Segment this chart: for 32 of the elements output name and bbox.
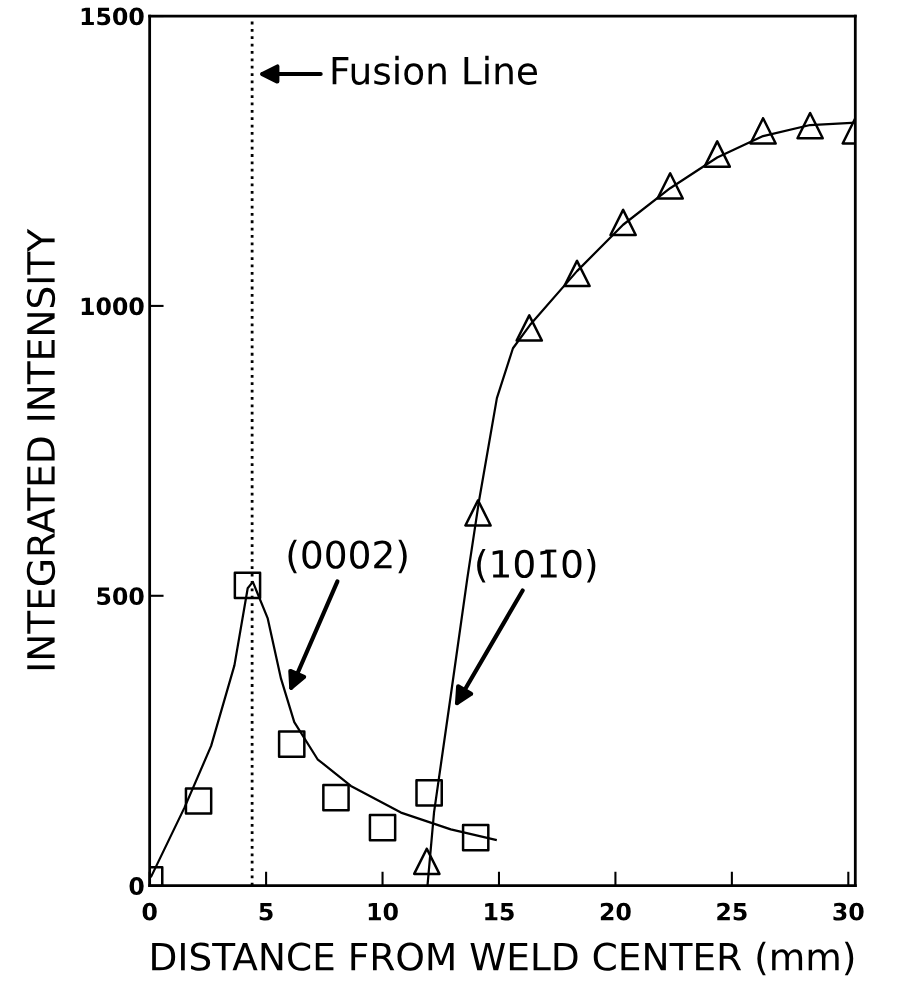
x-tick-label: 10 xyxy=(368,902,398,921)
point xyxy=(233,571,262,600)
y-axis-title: INTEGRATED INTENSITY xyxy=(26,228,56,670)
point xyxy=(609,208,637,237)
point xyxy=(184,787,213,815)
annotation: (0002) xyxy=(288,539,407,574)
point xyxy=(464,499,492,527)
point xyxy=(796,111,824,140)
x-tick-label: 20 xyxy=(600,902,631,921)
x-tick-label: 15 xyxy=(485,903,514,921)
point xyxy=(749,116,777,145)
x-tick-label: 0 xyxy=(142,902,157,921)
point xyxy=(412,847,441,876)
point xyxy=(277,730,306,759)
x-tick-label: 30 xyxy=(833,902,864,921)
x-tick-label: 25 xyxy=(717,902,747,921)
x-axis-title: DISTANCE FROM WELD CENTER (mm) xyxy=(152,941,854,976)
y-tick-label: 1000 xyxy=(81,297,144,316)
point xyxy=(563,259,591,288)
point xyxy=(415,779,443,807)
point xyxy=(461,823,490,852)
point xyxy=(322,783,350,812)
annotation: (101̄0) xyxy=(477,549,596,583)
y-tick-label: 0 xyxy=(129,877,144,895)
y-tick-label: 500 xyxy=(97,587,144,606)
point xyxy=(368,813,397,842)
y-tick-label: 1500 xyxy=(81,7,144,26)
point xyxy=(656,172,685,200)
point xyxy=(703,140,732,168)
x-tick-label: 5 xyxy=(259,903,273,921)
ref-line-label: Fusion Line xyxy=(332,55,537,85)
point xyxy=(515,314,544,342)
